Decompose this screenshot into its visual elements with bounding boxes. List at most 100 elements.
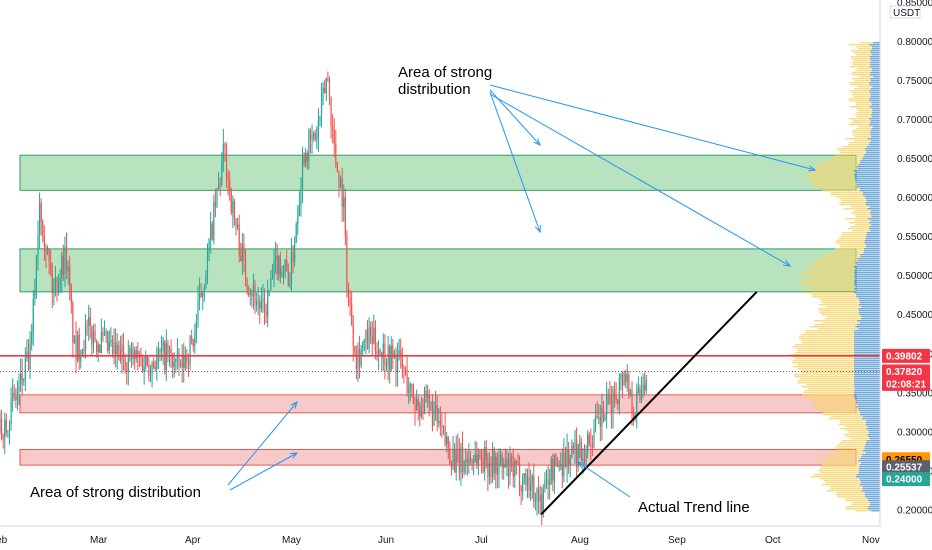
volume-profile-bar <box>859 484 880 486</box>
candle <box>577 444 579 467</box>
candle <box>175 358 177 363</box>
volume-profile-bar <box>869 106 880 108</box>
volume-profile-bar <box>869 212 880 214</box>
candle <box>430 401 432 403</box>
candle <box>18 384 20 392</box>
volume-profile-bar <box>859 458 880 460</box>
volume-profile-bar <box>869 142 880 144</box>
volume-profile-bar <box>794 352 854 354</box>
volume-profile-bar <box>852 64 871 66</box>
volume-profile-bar <box>818 328 859 330</box>
volume-profile-bar <box>850 56 870 58</box>
candle <box>385 365 388 367</box>
candle <box>159 349 161 352</box>
candle <box>555 454 557 467</box>
volume-profile-bar <box>857 258 880 260</box>
candle <box>339 178 342 189</box>
candle <box>240 255 242 262</box>
candle <box>232 200 234 213</box>
y-tick-label: 0.70000 <box>897 115 932 126</box>
candle <box>420 411 422 417</box>
volume-profile-bar <box>857 164 880 166</box>
volume-profile-bar <box>859 464 880 466</box>
volume-profile-bar <box>860 414 880 416</box>
candle <box>260 301 262 309</box>
volume-profile-bar <box>802 288 854 290</box>
volume-profile-bar <box>854 372 880 374</box>
volume-profile-bar <box>854 224 872 226</box>
candle <box>173 362 175 367</box>
volume-profile-bar <box>811 296 857 298</box>
candle <box>213 201 215 241</box>
volume-profile-bar <box>856 296 880 298</box>
candle <box>130 347 133 360</box>
volume-profile-bar <box>845 138 868 140</box>
candle <box>370 326 372 337</box>
volume-profile-bar <box>860 462 880 464</box>
x-tick-label: Feb <box>0 535 8 546</box>
volume-profile-bar <box>845 506 869 508</box>
volume-profile-bar <box>855 402 880 404</box>
volume-profile-bar <box>871 80 880 82</box>
candle <box>140 357 142 359</box>
candle <box>100 332 102 354</box>
volume-profile-bar <box>822 464 860 466</box>
volume-profile-bar <box>813 264 857 266</box>
candle <box>141 357 144 372</box>
candle <box>42 221 44 237</box>
volume-profile-bar <box>860 482 880 484</box>
candle <box>244 259 247 280</box>
candle <box>504 463 506 467</box>
volume-profile-bar <box>801 386 854 388</box>
candle <box>404 369 407 371</box>
volume-profile-bar <box>806 384 855 386</box>
candle <box>371 336 373 344</box>
volume-profile-bar <box>866 152 880 154</box>
volume-profile-bar <box>867 426 880 428</box>
volume-profile-bar <box>861 456 880 458</box>
volume-profile-bar <box>817 460 859 462</box>
candle <box>320 93 323 116</box>
volume-profile-bar <box>852 502 871 504</box>
volume-profile-bar <box>853 96 871 98</box>
candle <box>433 408 435 426</box>
candle <box>276 255 278 275</box>
volume-profile-bar <box>868 436 880 438</box>
volume-profile-bar <box>850 66 870 68</box>
volume-profile-bar <box>836 448 865 450</box>
volume-profile-bar <box>860 412 880 414</box>
trend-line[interactable] <box>540 291 758 515</box>
candle <box>492 448 494 477</box>
annotation-arrowhead <box>576 461 585 469</box>
candle <box>454 449 456 473</box>
volume-profile-bar <box>804 390 854 392</box>
volume-profile-bar <box>854 280 880 282</box>
candle <box>305 152 307 165</box>
candle <box>222 144 224 163</box>
volume-profile-bar <box>834 250 864 252</box>
candle <box>503 463 505 468</box>
candle <box>336 162 338 172</box>
x-tick-label: Sep <box>668 535 686 546</box>
volume-profile-bar <box>825 462 861 464</box>
candle <box>496 456 498 475</box>
y-tick-label: 0.55000 <box>897 232 932 243</box>
volume-profile-bar <box>792 360 854 362</box>
candle <box>618 378 620 404</box>
volume-profile-bar <box>866 246 880 248</box>
candle <box>178 351 180 367</box>
y-tick-label: 0.80000 <box>897 37 932 48</box>
volume-profile-bar <box>799 284 854 286</box>
volume-profile-bar <box>847 144 869 146</box>
candle <box>149 374 152 376</box>
volume-profile-bar <box>854 214 872 216</box>
candle <box>314 133 316 140</box>
candle <box>308 130 310 162</box>
candle <box>493 448 495 474</box>
volume-profile-bar <box>852 132 871 134</box>
candle <box>160 349 163 352</box>
annotation-arrowhead <box>533 138 541 146</box>
volume-profile-bar <box>830 488 863 490</box>
volume-profile-bar <box>849 222 870 224</box>
candle <box>476 454 478 465</box>
